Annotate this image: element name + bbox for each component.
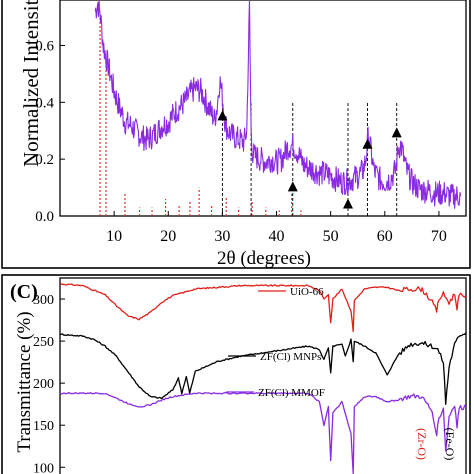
peak-marker (391, 127, 402, 138)
peak-marker (342, 198, 353, 209)
peak-marker (362, 138, 373, 149)
peak-marker (287, 181, 298, 192)
y-tick-label: 200 (33, 377, 54, 392)
panel-b-border (1, 0, 471, 269)
ftir-series-line (59, 332, 467, 406)
xrd-y-ticks: 0.0 0.2 0.4 0.6 (35, 38, 65, 225)
panel-label: (C) (10, 281, 38, 303)
peak-marker (217, 110, 228, 121)
xrd-plot-frame (59, 0, 467, 217)
legend-label: ZF(Cl) MNPs (260, 351, 321, 363)
ftir-series-line (59, 391, 467, 474)
ftir-plot-frame (59, 277, 467, 474)
y-tick-label: 0.0 (35, 209, 54, 225)
legend-label: ZF(Cl) MMOF (258, 387, 325, 399)
band-annotation: (Zr-O) (415, 428, 429, 460)
y-tick-label: 150 (33, 419, 54, 434)
y-tick-label: 250 (33, 335, 54, 350)
y-tick-label: 100 (33, 461, 54, 474)
ftir-y-ticks: 100 150 200 250 300 (33, 293, 65, 474)
x-tick-label: 60 (377, 228, 393, 245)
xrd-marks (94, 0, 462, 216)
y-tick-label: 0.2 (35, 152, 54, 168)
xrd-series-line (94, 0, 462, 209)
xrd-x-axis-label: 2θ (degrees) (217, 248, 311, 269)
y-tick-label: 0.6 (35, 38, 54, 54)
legend-label: UiO-66 (290, 286, 324, 298)
panel-c-border (1, 274, 471, 474)
band-annotation: (Fe-O) (443, 428, 457, 461)
ftir-y-axis-label: Transmittance (%) (14, 311, 35, 452)
y-tick-label: 300 (33, 293, 54, 308)
x-tick-label: 50 (323, 228, 339, 245)
ftir-series-line (59, 283, 467, 333)
ftir-marks: UiO-66 ZF(Cl) MNPs ZF(Cl) MMOF (Zr-O) (Fe-O) (59, 283, 467, 474)
y-tick-label: 0.4 (35, 95, 54, 111)
x-tick-label: 30 (214, 228, 230, 245)
xrd-panel: 10 20 30 40 50 60 70 0.0 0.2 0.4 0.6 2θ (degrees)… (19, 0, 467, 269)
ftir-panel: UiO-66 ZF(Cl) MNPs ZF(Cl) MMOF (Zr-O) (Fe-O)… (1, 274, 471, 474)
x-tick-label: 70 (431, 228, 447, 245)
x-tick-label: 10 (106, 228, 122, 245)
x-tick-label: 40 (269, 228, 285, 245)
xrd-y-axis-label: Normalized Intensity (19, 0, 43, 167)
xrd-x-ticks: 10 20 30 40 50 60 70 (106, 211, 447, 245)
x-tick-label: 20 (160, 228, 176, 245)
